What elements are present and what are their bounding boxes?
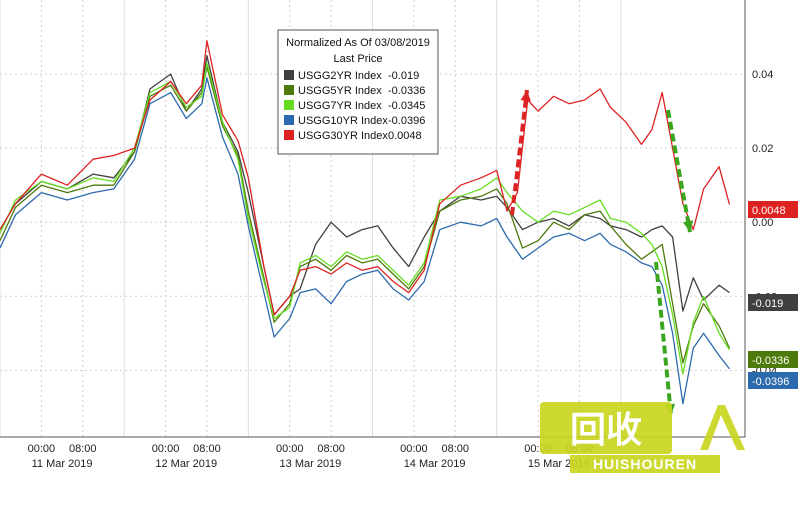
series-line-usgg30yr xyxy=(0,40,731,316)
legend: Normalized As Of 03/08/2019 Last Price USG… xyxy=(277,29,439,155)
last-value-label: -0.0336 xyxy=(752,355,789,367)
legend-swatch xyxy=(284,70,294,80)
watermark-box xyxy=(540,402,672,454)
x-tick-label: 00:00 xyxy=(152,443,180,455)
last-value-badge xyxy=(748,351,798,368)
legend-series-name: USGG2YR Index xyxy=(298,70,382,82)
x-tick-label: 08:00 xyxy=(69,443,97,455)
y-tick-label: 0.00 xyxy=(752,217,773,229)
legend-swatch xyxy=(284,100,294,110)
legend-subtitle: Last Price xyxy=(334,53,383,65)
legend-series-name: USGG10YR Index xyxy=(298,115,388,127)
legend-series-value: -0.0336 xyxy=(388,85,425,97)
x-tick-label: 08:00 xyxy=(317,443,345,455)
annotation-arrow-up-head xyxy=(520,90,531,102)
last-value-label: 0.0048 xyxy=(752,205,786,217)
watermark-sub-box xyxy=(570,455,720,473)
x-tick-label: 00:00 xyxy=(28,443,56,455)
legend-series-value: -0.0396 xyxy=(388,115,425,127)
last-value-label: -0.019 xyxy=(752,298,783,310)
watermark-figure-icon xyxy=(700,405,745,450)
annotation-arrow-up xyxy=(510,89,529,216)
watermark-sub-text: HUISHOUREN xyxy=(593,456,697,472)
legend-series-value: -0.0345 xyxy=(388,100,425,112)
legend-swatch xyxy=(284,130,294,140)
legend-series-name: USGG30YR Index xyxy=(298,130,388,142)
watermark-main-text: 回收 xyxy=(570,409,642,450)
series-line-usgg10yr xyxy=(0,77,731,405)
series-line-usgg2yr xyxy=(0,54,730,316)
annotation-arrow-down-1 xyxy=(666,109,692,233)
y-tick-label: 0.02 xyxy=(752,143,773,155)
legend-series-name: USGG7YR Index xyxy=(298,100,382,112)
x-day-label: 13 Mar 2019 xyxy=(280,458,342,470)
x-tick-label: 00:00 xyxy=(276,443,304,455)
last-value-badge xyxy=(748,294,798,311)
last-value-badge xyxy=(748,372,798,389)
legend-title: Normalized As Of 03/08/2019 xyxy=(286,37,430,49)
x-day-label: 14 Mar 2019 xyxy=(404,458,466,470)
x-day-label: 12 Mar 2019 xyxy=(155,458,217,470)
x-tick-label: 00:00 xyxy=(400,443,428,455)
legend-swatch xyxy=(284,115,294,125)
legend-swatch xyxy=(284,85,294,95)
y-tick-label: 0.04 xyxy=(752,69,773,81)
x-tick-label: 08:00 xyxy=(442,443,470,455)
x-day-label: 11 Mar 2019 xyxy=(32,458,93,470)
series-line-usgg5yr xyxy=(0,66,731,364)
last-value-label: -0.0396 xyxy=(752,376,789,388)
annotation-arrow-down-2 xyxy=(654,261,673,416)
watermark: 回收 HUISHOUREN xyxy=(540,402,745,473)
last-value-badge xyxy=(748,201,798,218)
legend-series-value: 0.0048 xyxy=(388,130,422,142)
annotation-arrow-down-1-head xyxy=(682,220,694,232)
x-tick-label: 08:00 xyxy=(193,443,221,455)
legend-box xyxy=(277,29,439,155)
legend-series-name: USGG5YR Index xyxy=(298,85,382,97)
legend-series-value: -0.019 xyxy=(388,70,419,82)
